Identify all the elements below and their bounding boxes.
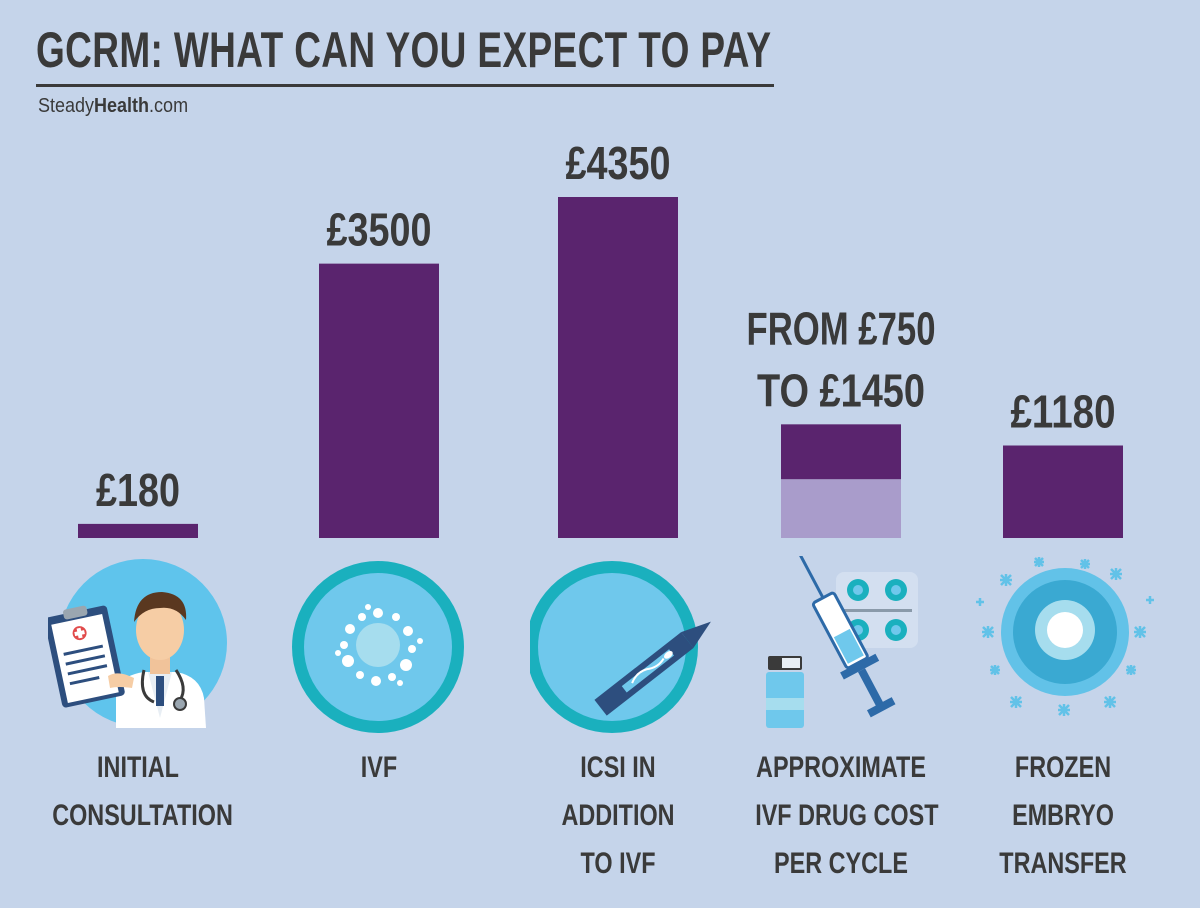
title-underline (36, 84, 774, 87)
bar (558, 197, 678, 538)
category-label: INITIAL CONSULTATION (52, 744, 233, 840)
page-title: GCRM: WHAT CAN YOU EXPECT TO PAY (36, 22, 772, 78)
bar (78, 523, 198, 538)
brand-regular: Steady (38, 95, 95, 117)
bar-value-label: £4350 (566, 137, 671, 189)
egg-cell-icon (292, 561, 464, 733)
syringe-pills-icon (766, 556, 918, 728)
brand-bold: Health (94, 95, 150, 117)
bar (319, 263, 439, 538)
bar-value-label: FROM £750 (747, 302, 936, 354)
bar-value-label: £3500 (327, 204, 432, 256)
icsi-needle-icon (530, 561, 711, 733)
category-label: ICSI IN ADDITION TO IVF (532, 744, 704, 888)
category-label-line: CONSULTATION (52, 799, 233, 832)
category-label: FROZEN EMBRYO TRANSFER (977, 744, 1149, 888)
category-label-line: PER CYCLE (774, 847, 908, 880)
brand-logo: SteadyHealth.com (38, 92, 188, 120)
category-label: IVF (293, 744, 465, 792)
doctor-clipboard-icon (48, 559, 227, 728)
category-label: APPROXIMATE IVF DRUG COST PER CYCLE (755, 744, 939, 888)
category-label-line: APPROXIMATE (756, 751, 926, 784)
category-label-line: TRANSFER (999, 847, 1127, 880)
bar-value-label: TO £1450 (757, 364, 925, 416)
bar (781, 424, 901, 480)
category-label-line: TO IVF (580, 847, 656, 880)
category-label-line: IVF DRUG COST (755, 799, 939, 832)
brand-suffix: .com (149, 95, 189, 117)
bar-value-label: £180 (96, 464, 180, 516)
category-label-line: ADDITION (561, 799, 675, 832)
category-label-line: EMBRYO (1012, 799, 1114, 832)
frozen-embryo-icon (976, 557, 1154, 716)
category-label-line: ICSI IN (580, 751, 656, 784)
bar-range-low (781, 479, 901, 538)
category-label-line: INITIAL (97, 751, 179, 784)
category-label-line: IVF (360, 751, 398, 784)
category-label-line: FROZEN (1014, 751, 1112, 784)
bar-value-label: £1180 (1011, 385, 1116, 437)
bar (1003, 445, 1123, 538)
